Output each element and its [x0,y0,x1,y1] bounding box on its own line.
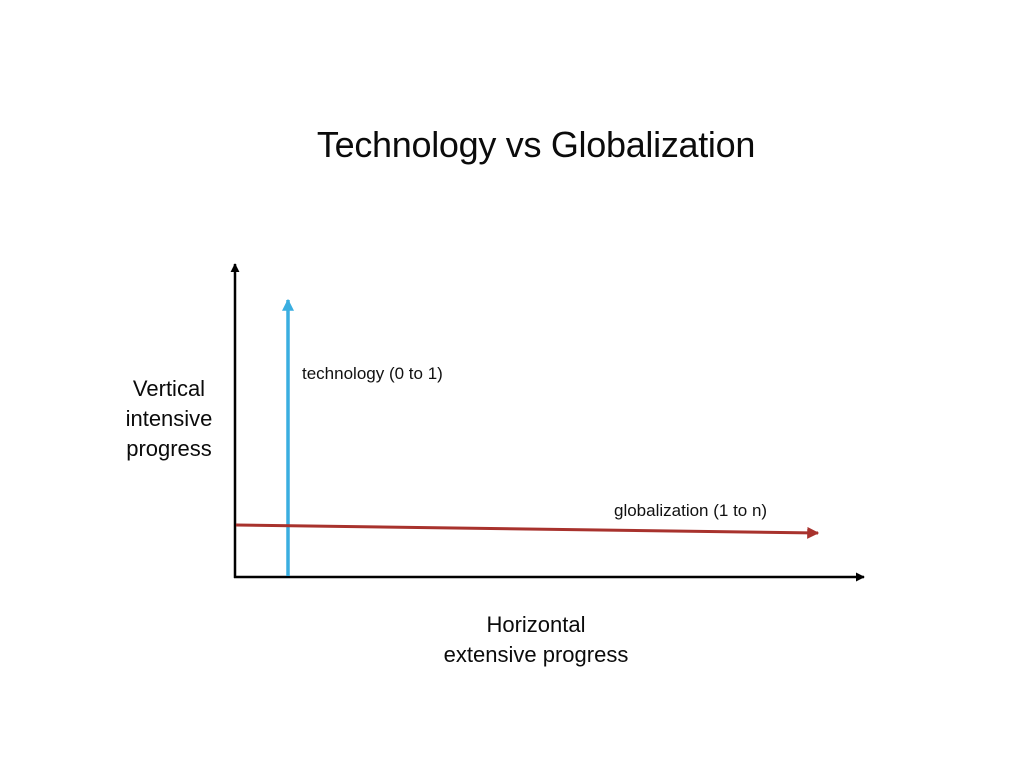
technology-label: technology (0 to 1) [302,364,443,383]
globalization-arrow [235,523,820,539]
y-axis-title-line-3: progress [126,436,212,461]
y-axis-title-line-2: intensive [125,406,213,431]
y-axis-title: Vertical intensive progress [112,374,226,464]
x-axis-title: Horizontal extensive progress [436,610,636,670]
y-axis-title-line-1: Vertical [132,376,206,401]
x-axis-title-line-2: extensive progress [443,642,629,667]
globalization-label: globalization (1 to n) [614,501,768,520]
x-axis-title-line-1: Horizontal [486,612,586,637]
diagram-title: Technology vs Globalization [316,124,756,165]
